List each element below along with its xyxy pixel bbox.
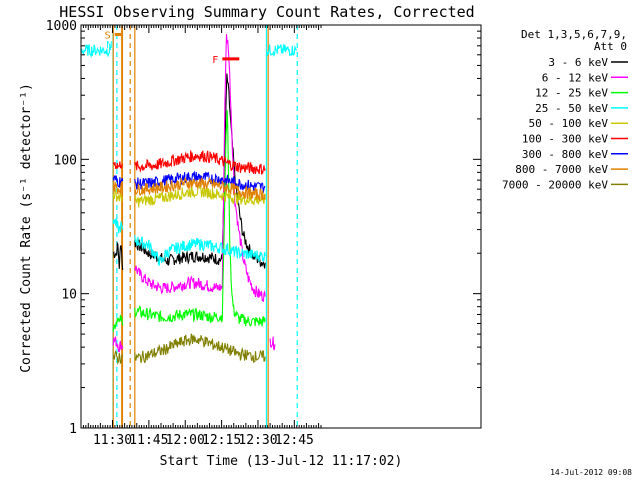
series-line: [112, 218, 124, 234]
legend-title: Att 0: [594, 40, 627, 53]
legend-label: 12 - 25 keV: [535, 87, 608, 100]
series-line: [112, 180, 124, 195]
x-tick-label: 12:15: [202, 433, 241, 448]
flag-label: F: [212, 55, 218, 66]
x-tick-label: 12:30: [238, 433, 277, 448]
series-line: [134, 110, 266, 327]
series-line: [134, 183, 266, 208]
plot-frame: [80, 24, 482, 429]
footer-date: 14-Jul-2012 09:08: [550, 468, 632, 477]
series-line: [134, 150, 266, 175]
x-tick-label: 11:45: [129, 433, 168, 448]
x-tick-label: 12:00: [166, 433, 205, 448]
series-line: [269, 336, 276, 351]
x-tick-label: 11:30: [93, 433, 132, 448]
x-tick-label: 12:45: [275, 433, 314, 448]
legend-label: 25 - 50 keV: [535, 102, 608, 115]
series-line: [81, 44, 112, 58]
series-line: [134, 235, 266, 267]
legend-label: 50 - 100 keV: [529, 117, 609, 130]
legend: Det 1,3,5,6,7,9,Att 0 3 - 6 keV 6 - 12 keV…: [502, 28, 628, 191]
legend-label: 800 - 7000 keV: [515, 163, 608, 176]
chart-title: HESSI Observing Summary Count Rates, Cor…: [59, 3, 474, 21]
y-tick-label: 1: [69, 422, 77, 437]
series-line: [112, 175, 124, 189]
legend-label: 300 - 800 keV: [522, 148, 608, 161]
series-line: [134, 176, 266, 202]
flag-label: N: [106, 40, 112, 51]
legend-label: 6 - 12 keV: [542, 71, 609, 84]
y-tick-label: 10: [61, 288, 77, 303]
legend-label: 3 - 6 keV: [548, 56, 608, 69]
plot-series: [81, 25, 298, 428]
series-line: [134, 170, 266, 193]
series-line: [265, 44, 297, 58]
flag-label: S: [105, 30, 111, 41]
series-line: [134, 34, 266, 302]
series-line: [112, 161, 123, 170]
series-line: [112, 241, 124, 271]
legend-title: Det 1,3,5,6,7,9,: [521, 28, 627, 41]
plot-area: SN F: [81, 25, 298, 428]
series-line: [134, 333, 266, 364]
series-line: [112, 314, 124, 332]
legend-label: 100 - 300 keV: [522, 133, 608, 146]
series-line: [112, 187, 123, 202]
series-line: [112, 350, 124, 365]
y-axis-label: Corrected Count Rate (s⁻¹ detector⁻¹): [19, 83, 34, 373]
legend-label: 7000 - 20000 keV: [502, 178, 608, 191]
y-tick-label: 100: [54, 153, 77, 168]
x-axis-label: Start Time (13-Jul-12 11:17:02): [160, 454, 403, 469]
series-line: [112, 336, 124, 353]
series-line: [134, 73, 266, 269]
y-tick-label: 1000: [46, 19, 77, 34]
